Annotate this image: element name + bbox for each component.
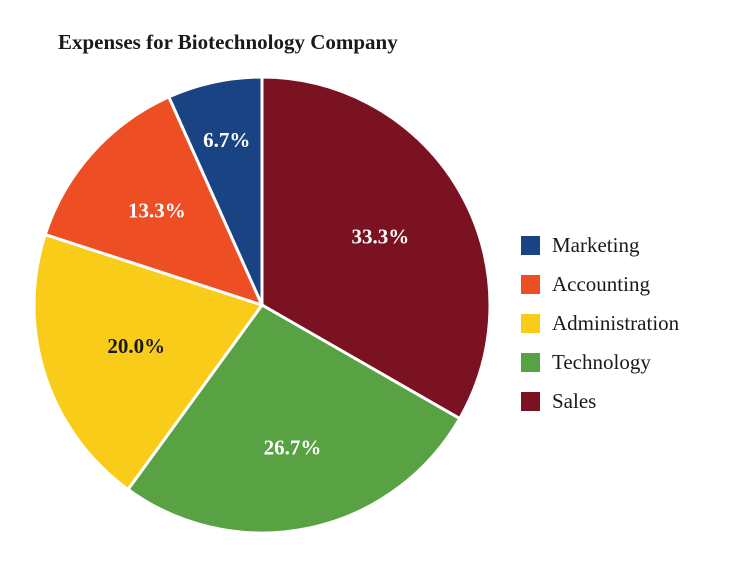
legend-swatch bbox=[521, 314, 540, 333]
slice-label-accounting: 13.3% bbox=[128, 199, 186, 223]
legend-item-sales: Sales bbox=[521, 382, 679, 421]
chart-title: Expenses for Biotechnology Company bbox=[58, 30, 398, 54]
slice-label-technology: 26.7% bbox=[264, 436, 322, 460]
legend-swatch bbox=[521, 353, 540, 372]
legend-item-accounting: Accounting bbox=[521, 265, 679, 304]
pie-slice-marketing bbox=[167, 75, 264, 307]
legend-swatch bbox=[521, 236, 540, 255]
legend-item-marketing: Marketing bbox=[521, 226, 679, 265]
legend-item-administration: Administration bbox=[521, 304, 679, 343]
pie-slice-administration bbox=[32, 233, 264, 491]
legend-swatch bbox=[521, 275, 540, 294]
slice-label-sales: 33.3% bbox=[352, 224, 410, 248]
slice-label-administration: 20.0% bbox=[107, 334, 165, 358]
pie-slice-technology bbox=[126, 303, 462, 535]
pie-slice-sales bbox=[260, 75, 492, 421]
slice-label-marketing: 6.7% bbox=[203, 128, 250, 152]
legend-swatch bbox=[521, 392, 540, 411]
legend-label: Technology bbox=[552, 350, 651, 374]
legend-label: Sales bbox=[552, 389, 597, 413]
legend-label: Administration bbox=[552, 311, 680, 335]
chart-legend: Marketing Accounting Administration Technol… bbox=[521, 226, 679, 421]
legend-item-technology: Technology bbox=[521, 343, 679, 382]
legend-label: Marketing bbox=[552, 233, 640, 257]
legend-label: Accounting bbox=[552, 272, 650, 296]
pie-slice-accounting bbox=[43, 95, 264, 307]
